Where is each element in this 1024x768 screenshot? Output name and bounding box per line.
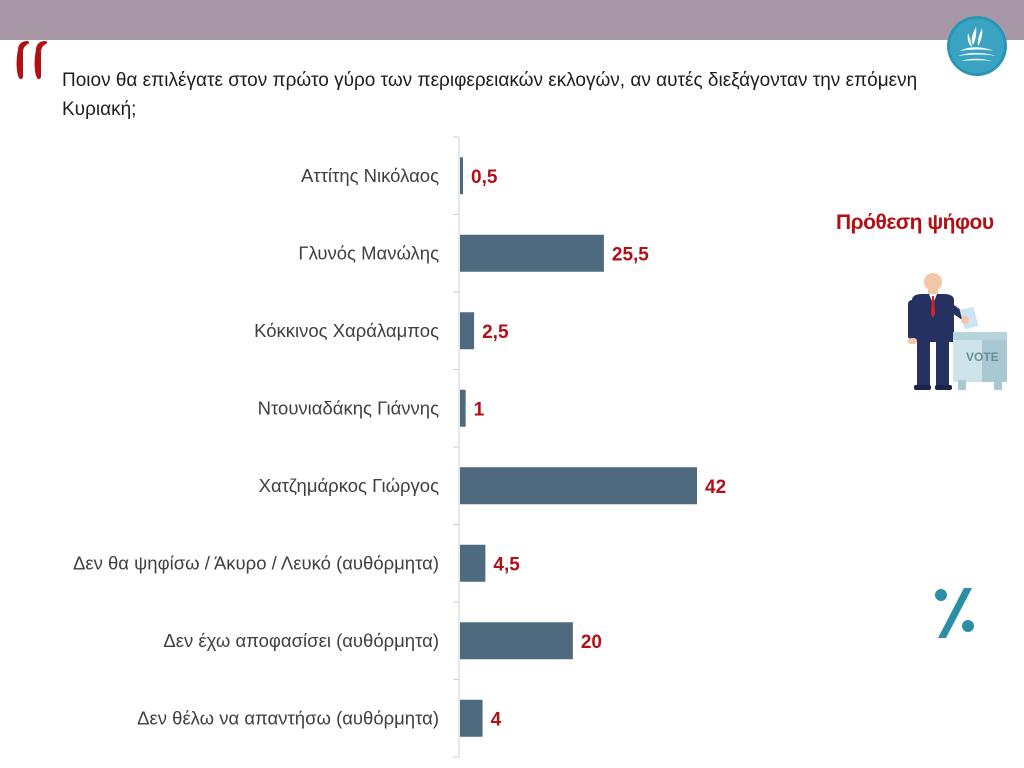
bar xyxy=(460,389,466,427)
value-label: 0,5 xyxy=(471,167,498,188)
category-label: Κόκκινος Χαράλαμπος xyxy=(254,320,439,341)
bar xyxy=(460,312,475,350)
bar-chart: Αττίτης Νικόλαος Γλυνός Μανώλης Κόκκινος Χ… xyxy=(73,136,726,758)
category-label: Δεν θέλω να απαντήσω (αυθόρμητα) xyxy=(137,707,439,728)
bar xyxy=(460,622,573,660)
percent-icon xyxy=(935,588,974,638)
value-label: 25,5 xyxy=(612,244,649,265)
logo-icon xyxy=(947,16,1007,76)
value-label: 2,5 xyxy=(482,322,509,343)
category-label: Γλυνός Μανώλης xyxy=(298,242,439,263)
ballot-box-text: VOTE xyxy=(966,350,999,364)
bar xyxy=(460,699,483,737)
question-text: Ποιον θα επιλέγατε στον πρώτο γύρο των π… xyxy=(62,70,918,120)
bar xyxy=(460,157,463,195)
value-label: 4,5 xyxy=(493,554,520,575)
category-label: Δεν θα ψηφίσω / Άκυρο / Λευκό (αυθόρμητα… xyxy=(73,552,439,573)
value-label: 42 xyxy=(705,477,726,498)
category-label: Δεν έχω αποφασίσει (αυθόρμητα) xyxy=(163,630,439,651)
value-label: 1 xyxy=(474,399,485,420)
category-label: Χατζημάρκος Γιώργος xyxy=(259,475,439,496)
top-band xyxy=(0,0,1024,40)
side-title: Πρόθεση ψήφου xyxy=(836,211,994,234)
bar xyxy=(460,544,486,582)
voter-icon: VOTE xyxy=(908,273,1007,390)
quote-icon xyxy=(16,41,48,80)
category-label: Ντουνιαδάκης Γιάννης xyxy=(258,397,439,418)
value-label: 4 xyxy=(491,709,502,730)
value-label: 20 xyxy=(581,632,602,653)
category-label: Αττίτης Νικόλαος xyxy=(301,165,439,186)
bar xyxy=(460,234,604,272)
bar xyxy=(460,467,697,505)
